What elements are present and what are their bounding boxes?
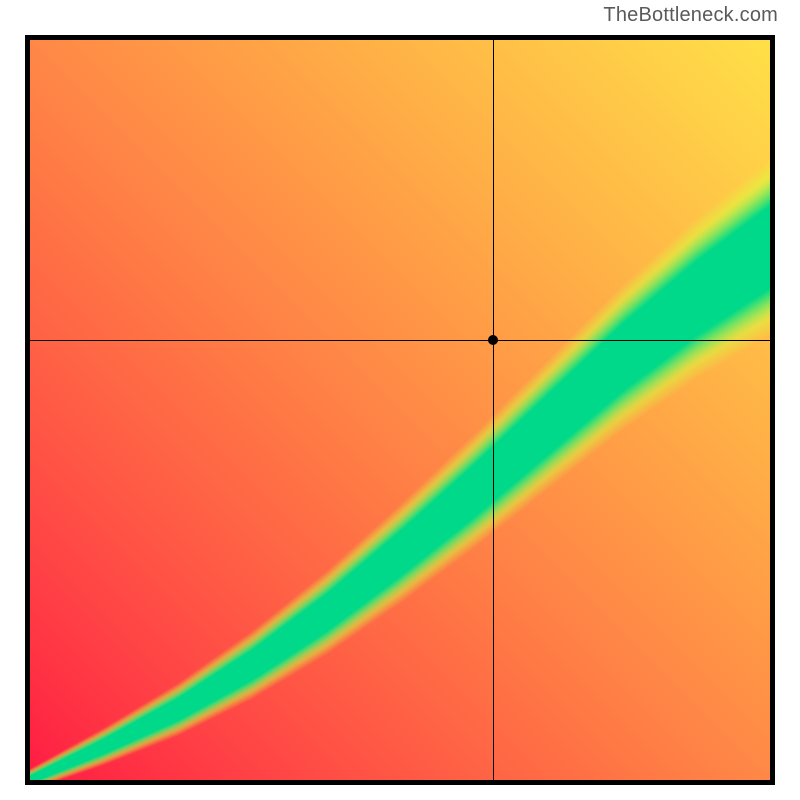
plot-area xyxy=(25,35,775,785)
heatmap-canvas xyxy=(30,40,770,780)
crosshair-vertical xyxy=(493,40,494,780)
crosshair-dot xyxy=(488,335,498,345)
crosshair-horizontal xyxy=(30,340,770,341)
watermark-text: TheBottleneck.com xyxy=(603,4,778,27)
chart-container: TheBottleneck.com xyxy=(0,0,800,800)
